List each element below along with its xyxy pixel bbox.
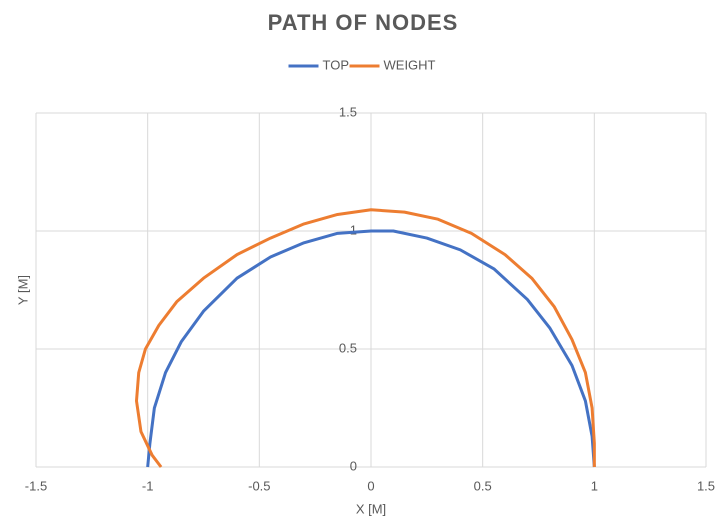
y-tick-label: 1 [350, 222, 357, 237]
series-line [146, 229, 596, 468]
legend-label: WEIGHT [384, 57, 436, 72]
series-line [135, 208, 596, 468]
x-tick-label: 0.5 [474, 478, 492, 493]
x-axis-label: X [M] [356, 501, 386, 516]
y-axis-label: Y [M] [15, 275, 30, 305]
x-tick-label: -1.5 [25, 478, 47, 493]
x-tick-label: -1 [142, 478, 154, 493]
x-tick-label: -0.5 [248, 478, 270, 493]
x-tick-label: 1 [591, 478, 598, 493]
x-tick-label: 1.5 [697, 478, 715, 493]
chart-title: PATH OF NODES [268, 10, 459, 35]
legend-label: TOP [323, 57, 350, 72]
y-tick-label: 0.5 [339, 340, 357, 355]
x-tick-label: 0 [367, 478, 374, 493]
y-tick-label: 1.5 [339, 104, 357, 119]
y-tick-label: 0 [350, 458, 357, 473]
